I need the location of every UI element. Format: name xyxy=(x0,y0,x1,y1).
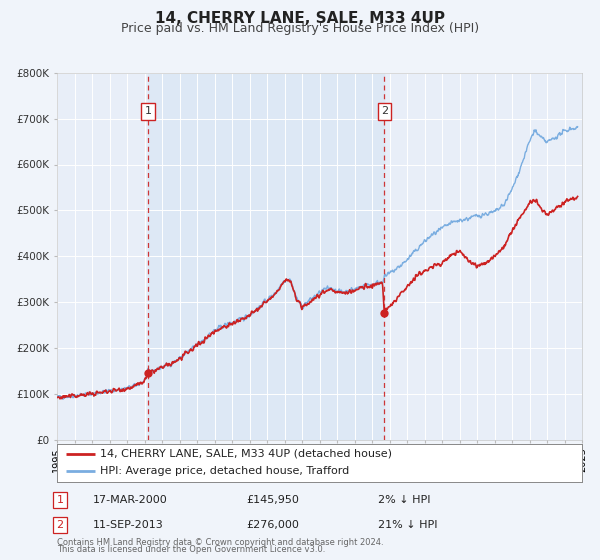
Text: HPI: Average price, detached house, Trafford: HPI: Average price, detached house, Traf… xyxy=(100,466,349,477)
Text: Contains HM Land Registry data © Crown copyright and database right 2024.: Contains HM Land Registry data © Crown c… xyxy=(57,538,383,547)
Text: 11-SEP-2013: 11-SEP-2013 xyxy=(93,520,164,530)
Text: 2: 2 xyxy=(56,520,64,530)
Text: 14, CHERRY LANE, SALE, M33 4UP (detached house): 14, CHERRY LANE, SALE, M33 4UP (detached… xyxy=(100,449,392,459)
Text: 1: 1 xyxy=(56,495,64,505)
Text: 21% ↓ HPI: 21% ↓ HPI xyxy=(378,520,437,530)
Text: £145,950: £145,950 xyxy=(246,495,299,505)
Bar xyxy=(148,73,385,440)
Text: 1: 1 xyxy=(145,106,152,116)
Text: Price paid vs. HM Land Registry's House Price Index (HPI): Price paid vs. HM Land Registry's House … xyxy=(121,22,479,35)
Text: 2% ↓ HPI: 2% ↓ HPI xyxy=(378,495,431,505)
Text: 14, CHERRY LANE, SALE, M33 4UP: 14, CHERRY LANE, SALE, M33 4UP xyxy=(155,11,445,26)
Text: 2: 2 xyxy=(381,106,388,116)
Text: £276,000: £276,000 xyxy=(246,520,299,530)
Text: 17-MAR-2000: 17-MAR-2000 xyxy=(93,495,168,505)
Text: This data is licensed under the Open Government Licence v3.0.: This data is licensed under the Open Gov… xyxy=(57,545,325,554)
